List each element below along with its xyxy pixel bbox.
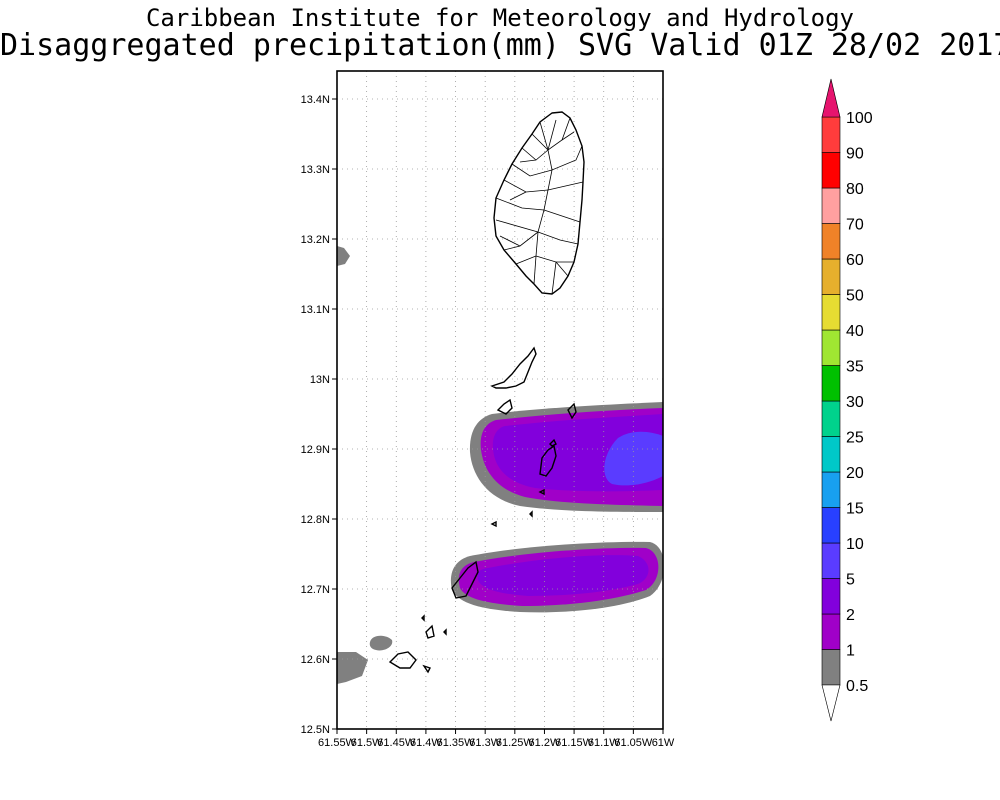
latitude-axis: 13.4N 13.3N 13.2N 13.1N 13N 12.9N 12.8N 12.7N 12… — [301, 94, 337, 736]
lon-tick-label: 61.3W — [469, 737, 501, 749]
lat-tick-label: 12.8N — [301, 514, 330, 526]
legend-swatch — [821, 258, 841, 295]
main-island-rivers — [495, 117, 584, 295]
legend-swatch — [821, 507, 841, 544]
lon-tick-label: 61.5W — [351, 737, 383, 749]
legend-swatch — [821, 116, 841, 153]
legend-label: 35 — [846, 359, 864, 376]
lat-tick-label: 13.4N — [301, 94, 330, 106]
lat-tick-label: 13N — [310, 374, 330, 386]
precip-patch-small — [369, 635, 393, 651]
legend-swatch — [821, 294, 841, 331]
legend-label: 0.5 — [846, 678, 868, 695]
lat-tick-label: 12.6N — [301, 654, 330, 666]
lon-tick-label: 61.2W — [529, 737, 561, 749]
legend-label: 15 — [846, 501, 864, 518]
legend-swatch — [821, 613, 841, 650]
legend-label: 1 — [846, 643, 855, 660]
lon-tick-label: 61.15W — [555, 737, 594, 749]
map-frame — [336, 70, 664, 730]
lon-tick-label: 61.05W — [614, 737, 653, 749]
legend-label: 50 — [846, 288, 864, 305]
island-islet-h — [443, 628, 447, 636]
legend-under-arrow — [821, 684, 841, 722]
legend-over-arrow — [821, 78, 841, 118]
island-islet-a — [567, 402, 577, 420]
lon-tick-label: 61W — [652, 737, 675, 749]
lat-tick-label: 13.3N — [301, 164, 330, 176]
island-islet-d — [490, 520, 497, 528]
legend-swatch — [821, 578, 841, 615]
legend-label: 70 — [846, 217, 864, 234]
island-islet-b — [549, 438, 557, 447]
institute-title: Caribbean Institute for Meteorology and … — [145, 4, 854, 32]
precip-area-northern-band — [469, 402, 663, 512]
legend-swatch — [821, 152, 841, 189]
island-islet-i — [421, 614, 425, 622]
precip-patch-west — [337, 246, 350, 266]
legend-label: 2 — [846, 607, 855, 624]
island-union — [451, 560, 479, 599]
legend-label: 40 — [846, 323, 864, 340]
legend-swatch — [821, 542, 841, 579]
coastline-layer — [388, 111, 585, 674]
legend-label: 80 — [846, 181, 864, 198]
longitude-axis: 61.55W61.5W61.45W61.4W61.35W61.3W61.25W6… — [318, 729, 675, 749]
island-canouan — [539, 444, 557, 477]
legend-swatch — [821, 223, 841, 260]
product-title: Disaggregated precipitation(mm) SVG Vali… — [0, 28, 1000, 63]
legend-swatch — [821, 329, 841, 366]
legend-swatch — [821, 187, 841, 224]
lat-tick-label: 12.7N — [301, 584, 330, 596]
island-islet-f — [425, 624, 435, 639]
lat-tick-label: 12.9N — [301, 444, 330, 456]
island-islet-g — [422, 664, 431, 674]
legend-label: 10 — [846, 536, 864, 553]
lon-tick-label: 61.35W — [437, 737, 476, 749]
legend-swatch — [821, 649, 841, 686]
precip-patch-southwest — [337, 652, 368, 684]
precipitation-layer — [337, 246, 663, 684]
lon-tick-label: 61.45W — [377, 737, 416, 749]
island-islet-c — [538, 488, 545, 496]
legend-swatch — [821, 471, 841, 508]
legend-label: 30 — [846, 394, 864, 411]
island-islet-e — [529, 510, 533, 518]
legend-label: 20 — [846, 465, 864, 482]
lat-tick-label: 13.1N — [301, 304, 330, 316]
island-mustique — [496, 398, 513, 415]
lon-tick-label: 61.25W — [496, 737, 535, 749]
legend-swatch — [821, 365, 841, 402]
island-bequia — [490, 346, 537, 389]
lat-tick-label: 12.5N — [301, 724, 330, 736]
map-panel — [337, 71, 663, 729]
legend-swatch — [821, 436, 841, 473]
lat-tick-label: 13.2N — [301, 234, 330, 246]
legend-label: 90 — [846, 146, 864, 163]
lon-tick-label: 61.1W — [588, 737, 620, 749]
legend-label: 25 — [846, 430, 864, 447]
precip-area-southern-band — [451, 541, 663, 613]
main-island-outline — [493, 111, 585, 295]
lon-tick-label: 61.55W — [318, 737, 357, 749]
legend-swatch — [821, 400, 841, 437]
precip-contour-5 — [604, 431, 663, 486]
legend-label: 100 — [846, 110, 873, 127]
island-carriacou — [388, 651, 417, 669]
legend-label: 60 — [846, 252, 864, 269]
precip-contour-2 — [477, 555, 649, 596]
legend-label: 5 — [846, 572, 855, 589]
lon-tick-label: 61.4W — [410, 737, 442, 749]
